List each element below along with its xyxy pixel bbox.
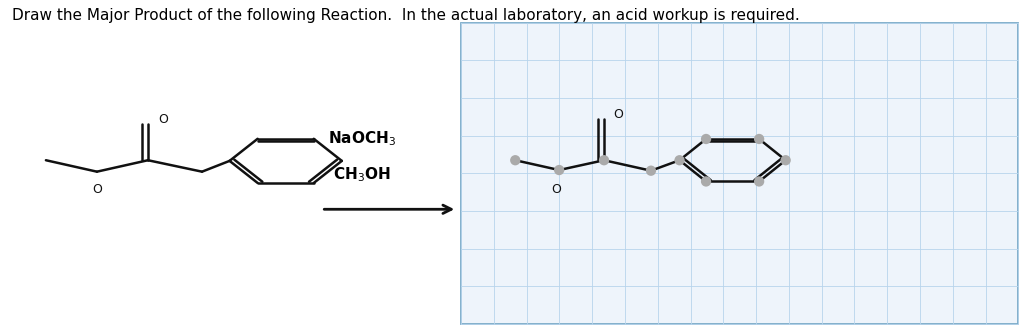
Text: Draw the Major Product of the following Reaction.  In the actual laboratory, an : Draw the Major Product of the following …	[12, 8, 800, 23]
Point	[596, 158, 612, 163]
Point	[672, 158, 688, 163]
Text: O: O	[159, 113, 168, 126]
Bar	[461, 23, 1018, 324]
Point	[507, 158, 523, 163]
Point	[698, 179, 715, 184]
Point	[698, 136, 715, 142]
Point	[777, 158, 794, 163]
Text: O: O	[92, 183, 101, 196]
Text: O: O	[613, 108, 624, 121]
Text: NaOCH$_3$: NaOCH$_3$	[329, 129, 396, 148]
Point	[643, 168, 659, 173]
Point	[751, 179, 767, 184]
Point	[751, 136, 767, 142]
Text: CH$_3$OH: CH$_3$OH	[334, 165, 391, 184]
Text: O: O	[551, 182, 561, 196]
Point	[551, 167, 567, 173]
